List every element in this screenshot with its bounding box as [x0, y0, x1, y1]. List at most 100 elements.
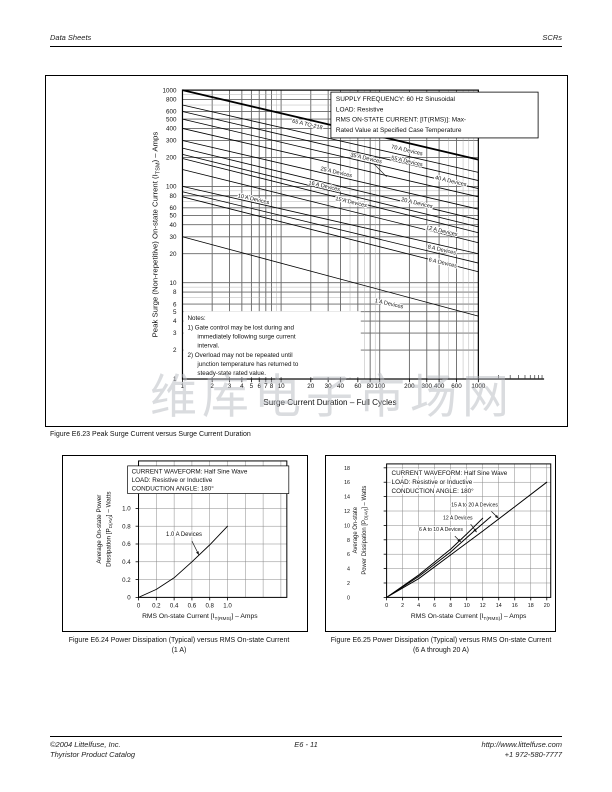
svg-text:10: 10 [344, 523, 350, 529]
footer-page-number: E6 - 11 [294, 740, 318, 749]
svg-text:400: 400 [166, 126, 177, 133]
svg-text:20: 20 [544, 603, 550, 609]
svg-text:25 A Devices: 25 A Devices [320, 166, 353, 179]
svg-text:0: 0 [347, 595, 350, 601]
svg-text:Dissipation [PD(AV)] – Watts: Dissipation [PD(AV)] – Watts [105, 492, 113, 567]
footer-copyright: ©2004 Littelfuse, Inc. Thyristor Product… [50, 740, 135, 760]
svg-text:junction temperature has retur: junction temperature has returned to [196, 361, 299, 368]
svg-text:CURRENT WAVEFORM: Half Sine Wa: CURRENT WAVEFORM: Half Sine Wave [392, 470, 508, 477]
svg-text:1 A Devices: 1 A Devices [374, 298, 404, 310]
svg-text:8: 8 [270, 383, 274, 390]
svg-text:0: 0 [385, 603, 388, 609]
svg-text:7: 7 [264, 383, 268, 390]
svg-text:0: 0 [127, 595, 131, 602]
svg-text:12 A Devices: 12 A Devices [443, 515, 473, 521]
svg-text:5: 5 [173, 309, 177, 316]
svg-text:Surge Current Duration – Full: Surge Current Duration – Full Cycles [263, 398, 396, 407]
svg-text:12: 12 [344, 509, 350, 515]
svg-text:6 A Devices: 6 A Devices [428, 257, 458, 269]
svg-text:steady-state rated value.: steady-state rated value. [197, 370, 266, 377]
svg-text:10: 10 [278, 383, 285, 390]
svg-text:40: 40 [337, 383, 344, 390]
svg-text:LOAD: Resistive or Inductive: LOAD: Resistive or Inductive [132, 477, 213, 484]
svg-text:1: 1 [181, 383, 185, 390]
svg-text:6: 6 [347, 552, 350, 558]
header-category-label: SCRs [542, 33, 562, 42]
svg-text:100: 100 [374, 383, 385, 390]
peak-surge-current-chart: 1 2 3 4 5 6 7 8 10 20 30 40 60 80 100 200 300 400 600 10001… [151, 87, 545, 407]
svg-text:0.4: 0.4 [170, 602, 179, 609]
figure-e6-23-box: 1 2 3 4 5 6 7 8 10 20 30 40 60 80 100 200 300 400 600 1000 1… [45, 75, 568, 427]
svg-text:1) Gate control may be lost d: 1) Gate control may be lost during and [187, 324, 294, 331]
svg-text:0.8: 0.8 [205, 602, 214, 609]
svg-text:50: 50 [170, 213, 177, 220]
svg-text:100: 100 [166, 184, 177, 191]
svg-text:2: 2 [210, 383, 214, 390]
svg-text:10: 10 [464, 603, 470, 609]
svg-text:2: 2 [401, 603, 404, 609]
svg-text:2) Overload may not be repeat: 2) Overload may not be repeated until [187, 352, 292, 359]
caption-line-1: Figure E6.25 Power Dissipation (Typical)… [330, 637, 552, 644]
svg-text:Notes:: Notes: [187, 315, 205, 322]
svg-text:0.4: 0.4 [122, 559, 131, 566]
caption-line-2: (6 A through 20 A) [412, 646, 470, 654]
svg-text:20 A Devices: 20 A Devices [400, 197, 433, 210]
svg-text:8: 8 [449, 603, 452, 609]
svg-text:immediately following surge cu: immediately following surge current [197, 334, 295, 341]
svg-text:1.0 A Devices: 1.0 A Devices [166, 532, 202, 538]
svg-text:800: 800 [166, 97, 177, 104]
svg-text:2: 2 [173, 347, 177, 354]
svg-text:0.6: 0.6 [122, 541, 131, 548]
svg-text:80: 80 [170, 193, 177, 200]
svg-text:RMS ON-STATE CURRENT: [IT(RMS): RMS ON-STATE CURRENT: [IT(RMS)]: Max- [336, 117, 466, 124]
svg-text:5: 5 [250, 383, 254, 390]
svg-text:6 A to 10 A Devices: 6 A to 10 A Devices [419, 527, 463, 533]
svg-text:4: 4 [240, 383, 244, 390]
svg-text:LOAD: Resistive: LOAD: Resistive [336, 106, 384, 113]
footer-copyright-line1: ©2004 Littelfuse, Inc. [50, 740, 121, 749]
svg-text:1000: 1000 [471, 383, 485, 390]
footer-phone: +1 972-580-7777 [504, 750, 562, 759]
figure-e6-25-caption: Figure E6.25 Power Dissipation (Typical)… [318, 636, 564, 655]
svg-text:Peak Surge (Non-repetitive) On: Peak Surge (Non-repetitive) On-state Cur… [151, 132, 162, 338]
svg-text:6: 6 [257, 383, 261, 390]
figure-e6-24-caption: Figure E6.24 Power Dissipation (Typical)… [43, 636, 315, 655]
footer-url: http://www.littelfuse.com [481, 740, 562, 749]
svg-text:60: 60 [170, 205, 177, 212]
svg-text:SUPPLY FREQUENCY: 60 Hz Sinuso: SUPPLY FREQUENCY: 60 Hz Sinusoidal [336, 96, 455, 103]
svg-text:0: 0 [137, 602, 141, 609]
svg-text:8: 8 [173, 289, 177, 296]
svg-text:16: 16 [512, 603, 518, 609]
svg-text:18: 18 [528, 603, 534, 609]
power-dissipation-6a-20a-chart: 0 2 4 6 8 10 12 14 16 18 20 0 2 4 6 8 10 12 14 16 18 CURRENT … [344, 463, 552, 622]
caption-line-1: Figure E6.24 Power Dissipation (Typical)… [68, 637, 290, 644]
svg-text:CURRENT WAVEFORM: Half Sine Wa: CURRENT WAVEFORM: Half Sine Wave [132, 468, 248, 475]
svg-text:0.2: 0.2 [122, 577, 131, 584]
svg-text:60: 60 [354, 383, 361, 390]
svg-text:RMS On-state Current [IT(RMS)]: RMS On-state Current [IT(RMS)] – Amps [142, 613, 258, 622]
svg-text:30: 30 [325, 383, 332, 390]
footer-rule [50, 736, 562, 737]
svg-text:400: 400 [434, 383, 445, 390]
figure-e6-23-caption: Figure E6.23 Peak Surge Current versus S… [50, 431, 251, 438]
svg-text:8: 8 [347, 538, 350, 544]
svg-text:1.0: 1.0 [223, 602, 232, 609]
svg-text:CONDUCTION ANGLE: 180°: CONDUCTION ANGLE: 180° [132, 484, 215, 492]
svg-text:0.2: 0.2 [152, 602, 161, 609]
svg-text:1000: 1000 [163, 87, 177, 94]
svg-text:300: 300 [166, 138, 177, 145]
svg-text:Rated Value at Specified Case: Rated Value at Specified Case Temperatur… [336, 127, 462, 134]
svg-text:10: 10 [170, 280, 177, 287]
svg-text:20: 20 [170, 251, 177, 258]
footer-contact: http://www.littelfuse.com +1 972-580-777… [482, 740, 562, 760]
svg-text:Power Dissipation [PD(AV)] – W: Power Dissipation [PD(AV)] – Watts [362, 486, 368, 575]
caption-line-2: (1 A) [171, 646, 187, 654]
svg-text:4: 4 [347, 567, 350, 573]
svg-text:2: 2 [347, 581, 350, 587]
svg-text:1: 1 [173, 376, 177, 383]
svg-text:RMS On-state Current [IT(RMS)]: RMS On-state Current [IT(RMS)] – Amps [411, 613, 527, 622]
svg-text:3: 3 [228, 383, 232, 390]
svg-text:LOAD: Resistive or Inductive: LOAD: Resistive or Inductive [392, 479, 473, 486]
svg-text:1.0: 1.0 [122, 506, 131, 513]
